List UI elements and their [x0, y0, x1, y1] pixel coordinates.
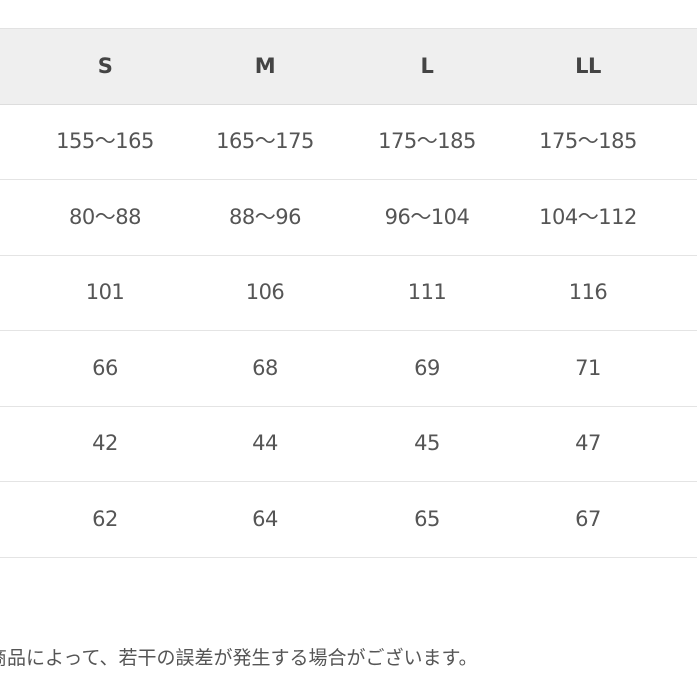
table-cell: 96〜104 [384, 204, 470, 229]
table-cell: 62 [92, 506, 118, 531]
table-row: 66 68 69 71 [0, 331, 697, 407]
table-cell: 165〜175 [216, 129, 314, 153]
table-cell: 116 [568, 280, 608, 304]
table-cell: 155〜165 [56, 129, 154, 153]
table-cell: 68 [252, 355, 278, 380]
table-row: 101 106 111 116 [0, 255, 697, 331]
table-cell: 88〜96 [229, 204, 301, 229]
header-size-m: M [254, 54, 276, 78]
table-cell: 64 [252, 506, 278, 531]
size-header-row: S M L LL [0, 28, 697, 105]
table-cell: 175〜185 [539, 129, 637, 153]
table-cell: 47 [575, 431, 601, 455]
table-cell: 104〜112 [539, 204, 637, 229]
table-row: 155〜165 165〜175 175〜185 175〜185 [0, 104, 697, 180]
table-cell: 44 [252, 431, 278, 455]
table-cell: 106 [245, 280, 285, 304]
table-cell: 42 [92, 431, 118, 455]
table-cell: 67 [575, 506, 601, 531]
table-cell: 71 [575, 355, 601, 380]
table-cell: 175〜185 [378, 129, 476, 153]
header-size-s: S [97, 54, 113, 78]
table-cell: 45 [414, 431, 440, 455]
header-size-l: L [420, 54, 434, 78]
table-cell: 66 [92, 355, 118, 380]
disclaimer-note: 商品によって、若干の誤差が発生する場合がございます。 [0, 647, 478, 669]
table-cell: 69 [414, 355, 440, 380]
header-size-ll: LL [575, 54, 601, 78]
table-cell: 111 [407, 280, 447, 304]
table-cell: 65 [414, 506, 440, 531]
table-cell: 101 [85, 280, 125, 304]
table-row: 62 64 65 67 [0, 482, 697, 558]
table-cell: 80〜88 [69, 204, 141, 229]
table-row: 42 44 45 47 [0, 406, 697, 482]
table-row: 80〜88 88〜96 96〜104 104〜112 [0, 180, 697, 256]
